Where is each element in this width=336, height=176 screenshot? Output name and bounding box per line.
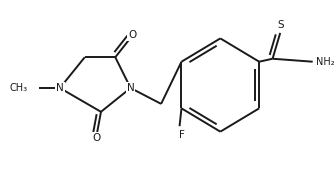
- Text: NH₂: NH₂: [316, 57, 334, 67]
- Text: S: S: [277, 20, 284, 30]
- Text: F: F: [178, 130, 184, 140]
- Text: N: N: [127, 83, 134, 93]
- Text: CH₃: CH₃: [9, 83, 28, 93]
- Text: O: O: [92, 133, 100, 143]
- Text: N: N: [56, 83, 64, 93]
- Text: O: O: [128, 30, 137, 40]
